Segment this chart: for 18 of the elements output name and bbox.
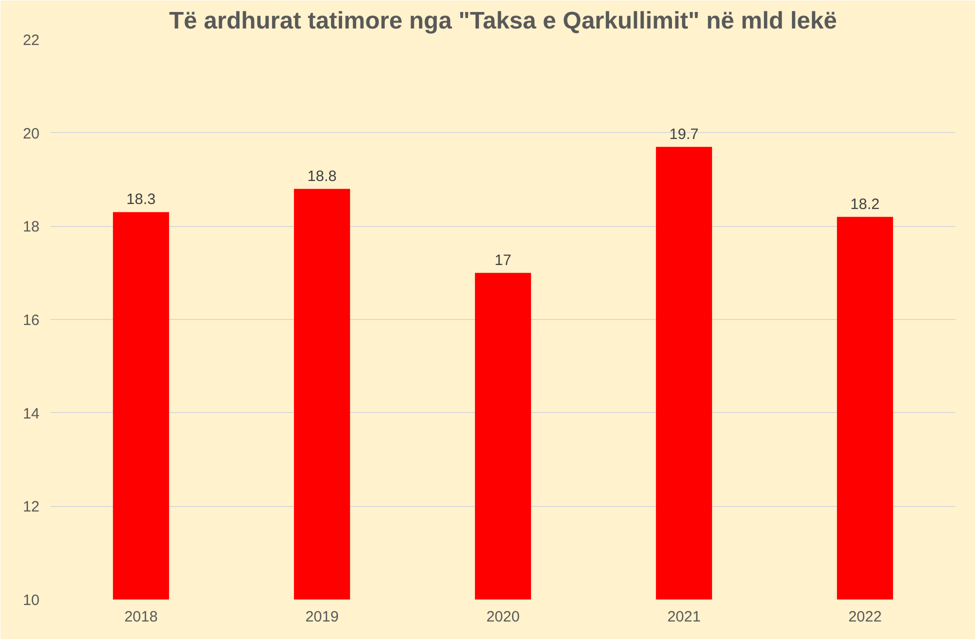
y-tick-label: 20: [22, 125, 40, 142]
data-label: 18.8: [307, 168, 337, 185]
y-tick-label: 10: [22, 592, 40, 609]
y-tick-label: 18: [22, 218, 40, 236]
data-label: 19.7: [669, 126, 699, 143]
x-tick-label: 2019: [305, 608, 339, 626]
y-tick-label: 22: [22, 32, 40, 49]
x-tick-label: 2018: [124, 608, 158, 626]
y-tick-label: 14: [22, 405, 40, 422]
data-label: 18.2: [850, 196, 880, 213]
data-label: 18.3: [126, 191, 156, 208]
x-tick-label: 2021: [667, 608, 701, 626]
x-tick-label: 2020: [486, 608, 520, 626]
y-tick-label: 16: [22, 312, 40, 329]
data-label: 17: [494, 252, 512, 269]
y-tick-label: 12: [22, 498, 40, 516]
chart-title: Të ardhurat tatimore nga "Taksa e Qarkullimit" në mld lekë: [169, 8, 837, 34]
x-tick-label: 2022: [848, 608, 882, 626]
